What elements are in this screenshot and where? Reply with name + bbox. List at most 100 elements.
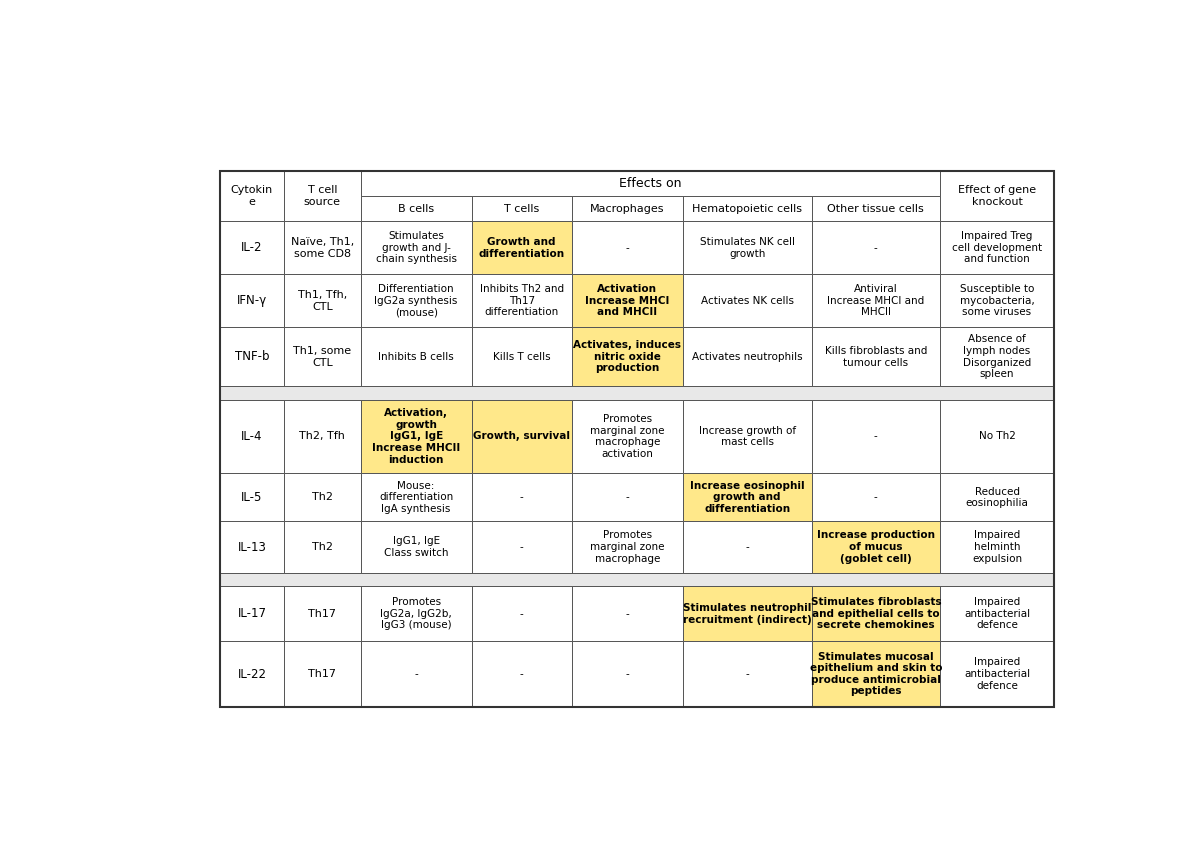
Bar xyxy=(220,473,284,521)
Bar xyxy=(220,328,284,386)
Text: Inhibits Th2 and
Th17
differentiation: Inhibits Th2 and Th17 differentiation xyxy=(480,284,564,318)
Text: Th17: Th17 xyxy=(308,669,336,679)
Bar xyxy=(940,171,1054,222)
Bar xyxy=(220,171,284,222)
Text: Stimulates fibroblasts
and epithelial cells to
secrete chemokines: Stimulates fibroblasts and epithelial ce… xyxy=(810,597,941,630)
Bar xyxy=(360,642,472,706)
Bar xyxy=(683,473,811,521)
Bar xyxy=(683,521,811,573)
Bar xyxy=(472,196,571,222)
Text: Th17: Th17 xyxy=(308,609,336,619)
Text: TNF-b: TNF-b xyxy=(235,351,269,363)
Bar xyxy=(571,400,683,473)
Bar xyxy=(360,521,472,573)
Text: B cells: B cells xyxy=(398,204,434,213)
Bar xyxy=(571,473,683,521)
Bar xyxy=(220,521,284,573)
Text: Naïve, Th1,
some CD8: Naïve, Th1, some CD8 xyxy=(290,237,354,258)
Bar xyxy=(360,473,472,521)
Bar xyxy=(284,171,360,222)
Bar xyxy=(360,222,472,274)
Bar xyxy=(284,586,360,642)
Text: Impaired
helminth
expulsion: Impaired helminth expulsion xyxy=(972,531,1022,564)
Text: Stimulates NK cell
growth: Stimulates NK cell growth xyxy=(700,237,794,258)
Text: Differentiation
IgG2a synthesis
(mouse): Differentiation IgG2a synthesis (mouse) xyxy=(374,284,458,318)
Bar xyxy=(284,222,360,274)
Bar xyxy=(360,328,472,386)
Bar xyxy=(811,473,940,521)
Text: Kills T cells: Kills T cells xyxy=(493,351,551,362)
Text: -: - xyxy=(414,669,418,679)
Text: Impaired
antibacterial
defence: Impaired antibacterial defence xyxy=(964,597,1030,630)
Text: Increase eosinophil
growth and
differentiation: Increase eosinophil growth and different… xyxy=(690,481,804,514)
Text: Impaired Treg
cell development
and function: Impaired Treg cell development and funct… xyxy=(952,231,1042,264)
Text: IL-2: IL-2 xyxy=(241,241,263,254)
Text: IL-5: IL-5 xyxy=(241,491,263,503)
Bar xyxy=(571,586,683,642)
Text: Mouse:
differentiation
IgA synthesis: Mouse: differentiation IgA synthesis xyxy=(379,481,454,514)
Text: -: - xyxy=(520,543,523,552)
Text: -: - xyxy=(625,492,629,503)
Text: IL-4: IL-4 xyxy=(241,430,263,443)
Text: Activation,
growth
IgG1, IgE
Increase MHCII
induction: Activation, growth IgG1, IgE Increase MH… xyxy=(372,408,461,464)
Bar xyxy=(811,586,940,642)
Text: Effects on: Effects on xyxy=(619,177,682,189)
Text: Susceptible to
mycobacteria,
some viruses: Susceptible to mycobacteria, some viruse… xyxy=(960,284,1034,318)
Text: T cells: T cells xyxy=(504,204,539,213)
Text: IL-13: IL-13 xyxy=(238,541,266,554)
Bar xyxy=(940,274,1054,328)
Text: Th2, Tfh: Th2, Tfh xyxy=(299,431,346,441)
Bar xyxy=(360,586,472,642)
Text: No Th2: No Th2 xyxy=(979,431,1015,441)
Bar xyxy=(940,222,1054,274)
Text: -: - xyxy=(520,609,523,619)
Text: IFN-γ: IFN-γ xyxy=(236,295,268,307)
Bar xyxy=(360,196,472,222)
Bar xyxy=(472,328,571,386)
Text: -: - xyxy=(625,609,629,619)
Bar xyxy=(472,274,571,328)
Text: -: - xyxy=(874,492,877,503)
Text: Activates, induces
nitric oxide
production: Activates, induces nitric oxide producti… xyxy=(574,340,682,374)
Text: Activates NK cells: Activates NK cells xyxy=(701,295,793,306)
Bar xyxy=(284,328,360,386)
Bar xyxy=(571,328,683,386)
Text: Growth and
differentiation: Growth and differentiation xyxy=(479,237,565,258)
Text: -: - xyxy=(625,243,629,253)
Text: IL-17: IL-17 xyxy=(238,607,266,621)
Text: -: - xyxy=(625,669,629,679)
Text: Growth, survival: Growth, survival xyxy=(473,431,570,441)
Text: Reduced
eosinophilia: Reduced eosinophilia xyxy=(966,486,1028,509)
Bar xyxy=(811,521,940,573)
Bar xyxy=(220,586,284,642)
Bar xyxy=(683,642,811,706)
Bar xyxy=(472,400,571,473)
Bar xyxy=(571,222,683,274)
Text: Th2: Th2 xyxy=(312,492,332,503)
Bar xyxy=(472,521,571,573)
Bar xyxy=(571,521,683,573)
Text: Promotes
IgG2a, IgG2b,
IgG3 (mouse): Promotes IgG2a, IgG2b, IgG3 (mouse) xyxy=(380,597,452,630)
Bar xyxy=(683,196,811,222)
Bar xyxy=(683,274,811,328)
Bar xyxy=(472,642,571,706)
Bar xyxy=(940,642,1054,706)
Bar xyxy=(683,400,811,473)
Bar xyxy=(360,400,472,473)
Text: -: - xyxy=(874,243,877,253)
Text: Absence of
lymph nodes
Disorganized
spleen: Absence of lymph nodes Disorganized sple… xyxy=(962,335,1031,380)
Bar xyxy=(284,642,360,706)
Text: Th1, some
CTL: Th1, some CTL xyxy=(293,346,352,368)
Bar xyxy=(811,196,940,222)
Text: Promotes
marginal zone
macrophage
activation: Promotes marginal zone macrophage activa… xyxy=(590,414,665,458)
Bar xyxy=(360,171,940,196)
Bar xyxy=(811,328,940,386)
Bar xyxy=(220,222,284,274)
Text: Stimulates neutrophil
recruitment (indirect): Stimulates neutrophil recruitment (indir… xyxy=(683,603,811,625)
Bar xyxy=(284,274,360,328)
Text: IgG1, IgE
Class switch: IgG1, IgE Class switch xyxy=(384,537,449,558)
Bar xyxy=(683,328,811,386)
Text: -: - xyxy=(874,431,877,441)
Bar xyxy=(220,642,284,706)
Text: Inhibits B cells: Inhibits B cells xyxy=(378,351,454,362)
